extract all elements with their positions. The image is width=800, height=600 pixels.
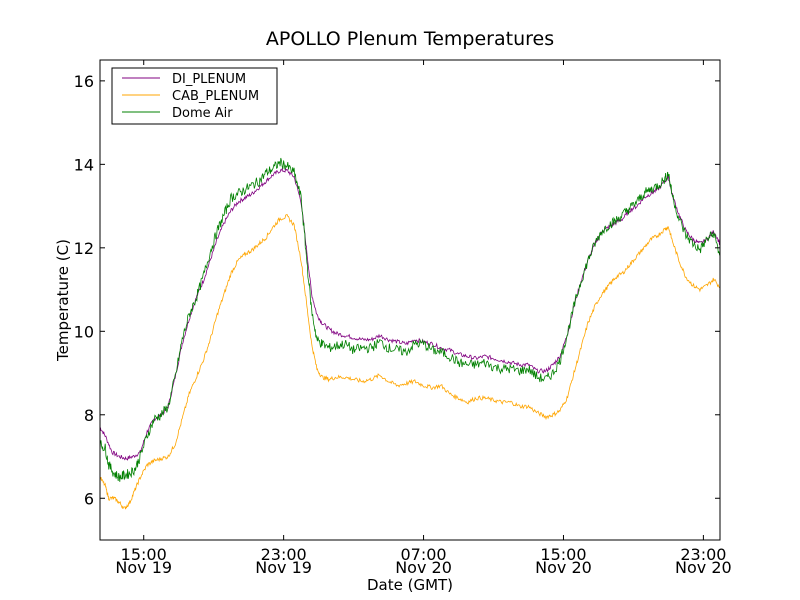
y-tick-label: 12 bbox=[74, 239, 94, 258]
legend: DI_PLENUM CAB_PLENUM Dome Air bbox=[111, 67, 278, 125]
y-tick-label: 10 bbox=[74, 322, 94, 341]
series-line-cab-plenum bbox=[99, 213, 721, 510]
x-tick-label-time: 23:00 bbox=[261, 545, 307, 564]
legend-box bbox=[111, 67, 278, 125]
y-tick-label: 6 bbox=[84, 489, 94, 508]
y-axis: 6 8 10 12 14 16 bbox=[74, 72, 720, 508]
x-tick-label-time: 15:00 bbox=[540, 545, 586, 564]
legend-label: CAB_PLENUM bbox=[172, 89, 259, 104]
x-tick-label-time: 23:00 bbox=[680, 545, 726, 564]
x-tick-label-date: Nov 20 bbox=[395, 558, 452, 577]
legend-label: DI_PLENUM bbox=[172, 72, 246, 87]
legend-label: Dome Air bbox=[172, 106, 233, 121]
plot-frame bbox=[99, 59, 721, 541]
y-tick-label: 16 bbox=[74, 72, 94, 91]
chart-title: APOLLO Plenum Temperatures bbox=[266, 28, 554, 50]
y-tick-label: 14 bbox=[74, 155, 94, 174]
x-tick-label-date: Nov 20 bbox=[535, 558, 592, 577]
x-tick-label-time: 07:00 bbox=[400, 545, 446, 564]
series-line-dome-air bbox=[99, 157, 721, 482]
series-layer bbox=[99, 157, 721, 510]
x-tick-label-date: Nov 19 bbox=[115, 558, 172, 577]
y-tick-label: 8 bbox=[84, 406, 94, 425]
x-tick-label-date: Nov 19 bbox=[255, 558, 312, 577]
legend-items: DI_PLENUM CAB_PLENUM Dome Air bbox=[122, 72, 259, 121]
x-axis-label: Date (GMT) bbox=[367, 576, 453, 594]
y-axis-label: Temperature (C) bbox=[54, 239, 72, 362]
x-tick-label-date: Nov 20 bbox=[675, 558, 732, 577]
x-tick-label-time: 15:00 bbox=[121, 545, 167, 564]
